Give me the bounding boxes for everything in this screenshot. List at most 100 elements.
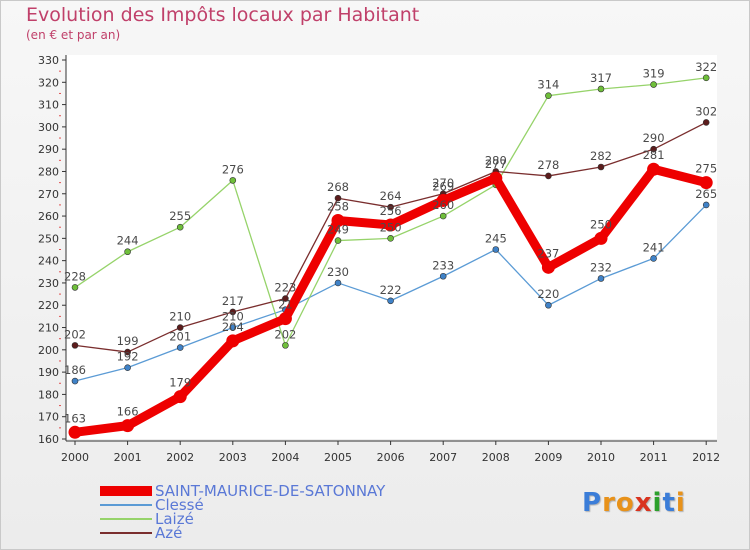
logo-letter: i <box>675 488 686 518</box>
chart-title: Evolution des Impôts locaux par Habitant <box>26 4 420 26</box>
y-tick-label: 290 <box>38 143 59 156</box>
logo-letter: i <box>652 488 663 518</box>
legend-swatch-aze <box>100 532 152 534</box>
data-label: 281 <box>643 148 665 162</box>
data-label: 237 <box>537 246 559 260</box>
series-point <box>597 85 605 93</box>
data-label: 232 <box>590 260 612 274</box>
series-point <box>702 119 710 126</box>
data-label: 277 <box>485 157 507 171</box>
data-label: 166 <box>117 405 139 419</box>
data-label: 256 <box>380 204 402 218</box>
y-tick-label: 260 <box>38 210 59 223</box>
x-tick-label: 2006 <box>377 451 405 464</box>
x-tick-label: 2003 <box>219 451 247 464</box>
y-tick-label: 180 <box>38 388 59 401</box>
y-tick-label: 320 <box>38 76 59 89</box>
data-label: 275 <box>695 162 717 176</box>
series-point <box>334 237 342 244</box>
series-point <box>647 162 661 176</box>
series-point <box>334 194 342 202</box>
y-tick-label: 270 <box>38 188 59 201</box>
x-tick-label: 2007 <box>429 451 457 464</box>
series-point <box>282 342 289 349</box>
series-point <box>229 177 237 184</box>
x-tick-label: 2000 <box>61 451 89 464</box>
series-point <box>541 260 555 274</box>
x-tick-label: 2005 <box>324 451 352 464</box>
data-label: 210 <box>222 310 244 324</box>
y-tick-label: 190 <box>38 366 59 379</box>
x-tick-label: 2012 <box>692 451 720 464</box>
x-tick-label: 2010 <box>587 451 615 464</box>
data-label: 223 <box>274 281 296 295</box>
data-label: 220 <box>537 287 559 301</box>
data-label: 260 <box>432 198 454 212</box>
data-label: 202 <box>64 327 86 341</box>
y-tick-label: 330 <box>38 54 59 67</box>
legend-swatch-laize <box>100 518 152 520</box>
series-point <box>68 425 82 439</box>
series-point <box>594 231 608 245</box>
legend-label-clesse: Clessé <box>155 496 204 514</box>
data-label: 290 <box>643 131 665 145</box>
data-label: 249 <box>327 223 349 237</box>
y-tick-label: 240 <box>38 255 59 268</box>
data-label: 202 <box>274 327 296 341</box>
series-point <box>282 295 289 302</box>
series-point <box>597 163 605 171</box>
data-label: 280 <box>485 153 507 167</box>
data-label: 264 <box>380 189 402 203</box>
data-label: 222 <box>380 283 402 297</box>
data-label: 250 <box>590 217 612 231</box>
data-label: 163 <box>64 411 86 425</box>
data-label: 302 <box>695 104 717 118</box>
series-point <box>121 419 135 433</box>
legend-label-aze: Azé <box>155 524 183 542</box>
data-label: 314 <box>537 78 559 92</box>
y-tick-label: 300 <box>38 121 59 134</box>
plot-area <box>66 55 717 439</box>
y-tick-label: 210 <box>38 322 59 335</box>
data-label: 244 <box>117 234 139 248</box>
series-point <box>439 212 447 220</box>
series-point <box>229 308 237 316</box>
data-label: 245 <box>485 232 507 246</box>
data-label: 258 <box>327 200 349 214</box>
legend-swatch-clesse <box>100 504 152 506</box>
x-tick-label: 2011 <box>640 451 668 464</box>
series-point <box>545 92 552 99</box>
legend-label-laize: Laizé <box>155 510 194 528</box>
logo-letter: P <box>582 488 603 518</box>
series-point <box>278 312 292 326</box>
data-label: 230 <box>327 265 349 279</box>
y-tick-label: 310 <box>38 99 59 112</box>
series-point <box>124 248 131 256</box>
series-point <box>71 342 79 349</box>
series-point <box>436 193 450 207</box>
series-point <box>545 172 552 180</box>
data-label: 233 <box>432 258 454 272</box>
series-point <box>702 74 710 82</box>
data-label: 250 <box>380 220 402 234</box>
series-point <box>176 223 184 231</box>
data-label: 282 <box>590 149 612 163</box>
chart-subtitle: (en € et par an) <box>26 28 121 42</box>
data-label: 199 <box>117 334 139 348</box>
series-point <box>702 201 710 209</box>
data-label: 319 <box>643 67 665 81</box>
data-label: 217 <box>222 294 244 308</box>
x-tick-label: 2002 <box>166 451 194 464</box>
series-point <box>71 377 79 385</box>
logo-letter: t <box>662 488 676 518</box>
series-point <box>545 301 552 309</box>
y-tick-label: 200 <box>38 344 59 357</box>
x-tick-label: 2001 <box>114 451 142 464</box>
y-tick-label: 280 <box>38 165 59 178</box>
data-label: 204 <box>222 320 244 334</box>
y-tick-label: 160 <box>38 433 59 446</box>
series-point <box>597 275 605 282</box>
x-tick-label: 2004 <box>271 451 299 464</box>
series-point <box>173 390 187 404</box>
series-point <box>334 279 342 287</box>
